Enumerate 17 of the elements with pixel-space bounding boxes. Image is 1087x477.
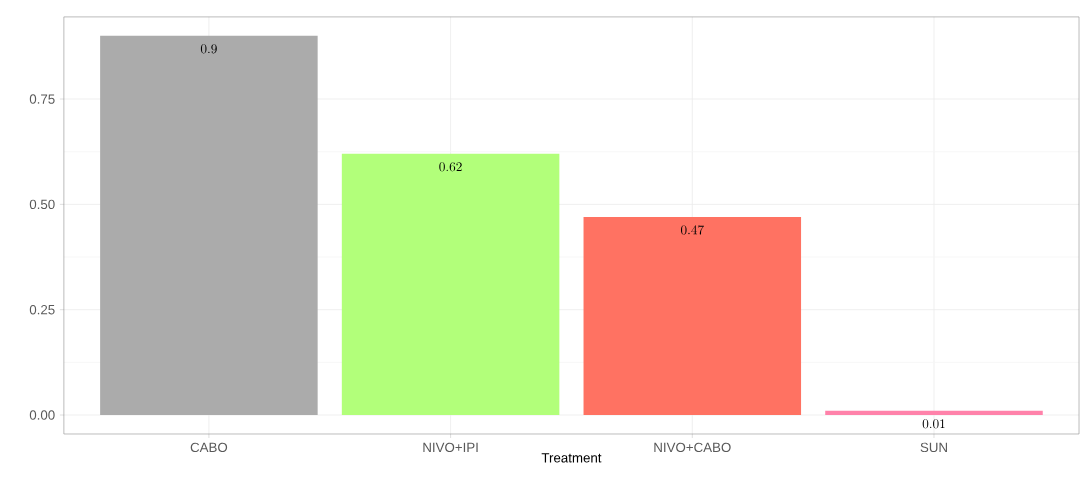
x-tick-label: SUN: [920, 442, 947, 453]
bar: [100, 36, 318, 416]
x-tick-label: NIVO+CABO: [654, 442, 731, 453]
y-tick-label: 0.75: [29, 94, 55, 104]
bar: [825, 411, 1043, 416]
x-axis-title: Treatment: [541, 453, 602, 463]
bar: [341, 154, 560, 416]
bar: [583, 217, 802, 416]
data-label: 0.9: [200, 44, 217, 54]
y-tick-label: 0.00: [29, 410, 55, 420]
x-tick-label: CABO: [190, 442, 228, 453]
data-label: 0.62: [439, 162, 462, 172]
y-tick-label: 0.25: [29, 305, 55, 315]
data-label: 0.47: [680, 225, 704, 235]
x-tick-label: NIVO+IPI: [423, 442, 478, 453]
data-label: 0.01: [922, 419, 945, 429]
y-tick-label: 0.50: [29, 199, 55, 210]
